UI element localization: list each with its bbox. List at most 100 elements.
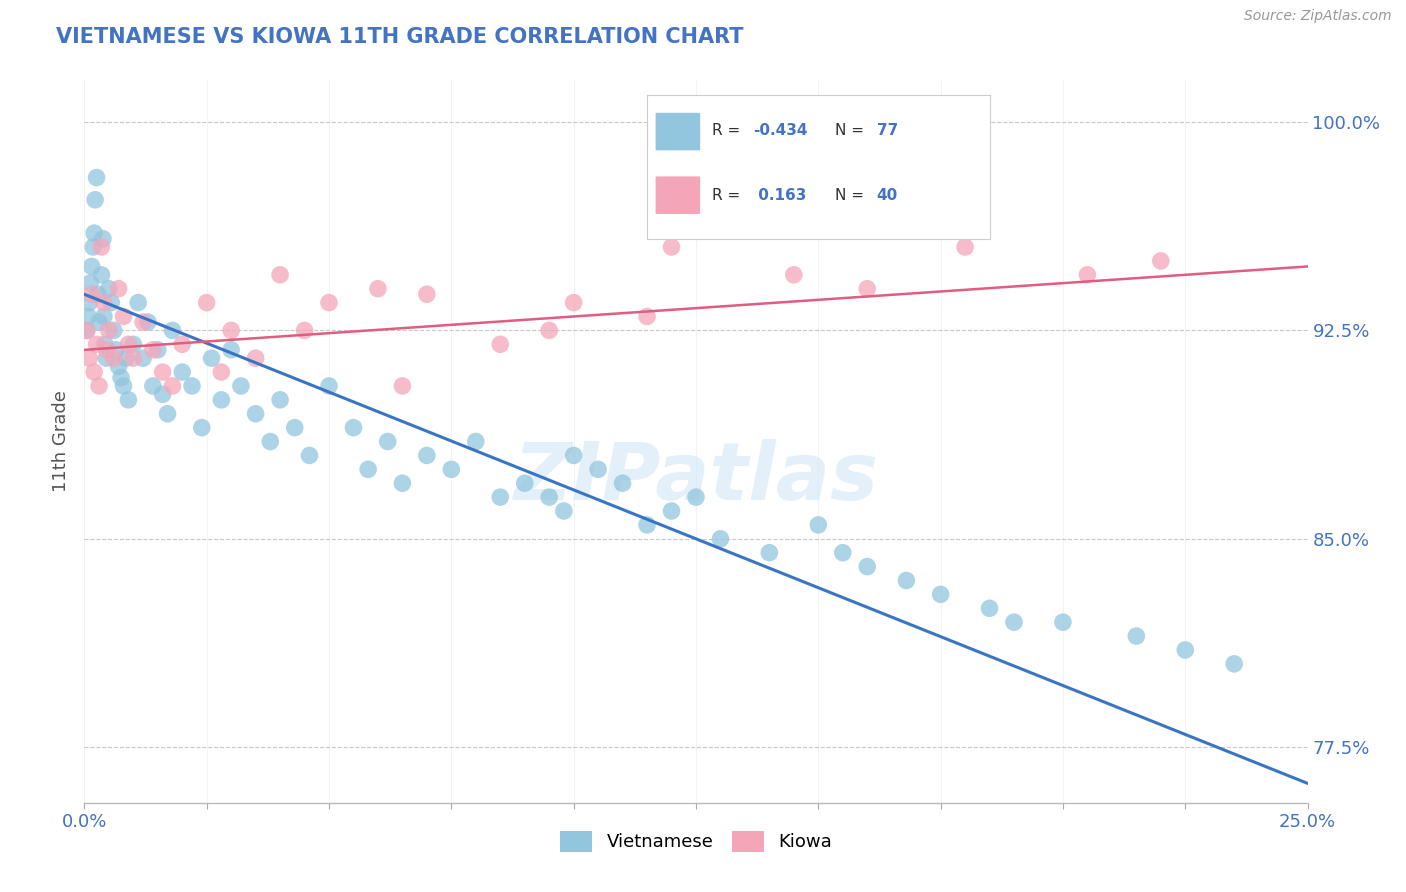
Point (122, 351, 145, 366)
Point (83, 365, 105, 379)
Point (929, 587, 952, 601)
Point (896, 574, 918, 588)
Point (162, 323, 184, 337)
Point (112, 310, 135, 324)
Point (661, 504, 683, 518)
Point (152, 387, 174, 401)
Point (1052, 615, 1074, 630)
Point (107, 282, 129, 296)
Point (83, 226, 105, 240)
Point (94, 337, 117, 351)
Point (84, 193, 107, 207)
Point (117, 337, 139, 351)
Point (142, 343, 165, 357)
Point (489, 337, 512, 351)
Point (318, 379, 340, 393)
Point (1002, 615, 1025, 630)
Point (107, 359, 129, 374)
Point (953, 240, 976, 254)
Point (77, 310, 100, 324)
Point (86, 337, 108, 351)
Point (1076, 268, 1098, 282)
Point (538, 490, 561, 504)
Point (269, 392, 291, 407)
Point (758, 546, 780, 560)
Point (110, 370, 132, 384)
Point (661, 240, 683, 254)
Point (195, 295, 218, 310)
Point (80, 260, 103, 274)
Point (357, 462, 380, 476)
Point (127, 295, 149, 310)
Point (1125, 629, 1147, 643)
Point (636, 517, 658, 532)
Point (259, 434, 281, 449)
Point (152, 365, 174, 379)
Point (294, 323, 316, 337)
Point (1174, 643, 1197, 657)
Legend: Vietnamese, Kiowa: Vietnamese, Kiowa (553, 823, 839, 859)
Point (440, 462, 463, 476)
Point (112, 379, 135, 393)
Point (156, 407, 179, 421)
Point (219, 323, 242, 337)
Point (783, 268, 806, 282)
Point (284, 420, 307, 434)
Point (209, 392, 232, 407)
Point (318, 295, 340, 310)
Point (97, 282, 120, 296)
Point (191, 420, 214, 434)
Point (122, 337, 145, 351)
Point (269, 268, 291, 282)
Point (91, 232, 114, 246)
Point (586, 462, 609, 476)
Point (172, 337, 194, 351)
Point (96, 351, 118, 366)
Point (342, 420, 364, 434)
Point (93, 295, 115, 310)
Point (831, 546, 853, 560)
Point (132, 315, 155, 329)
Text: VIETNAMESE VS KIOWA 11TH GRADE CORRELATION CHART: VIETNAMESE VS KIOWA 11TH GRADE CORRELATI… (56, 27, 744, 46)
Point (86, 170, 108, 185)
Point (464, 434, 486, 449)
Point (103, 323, 125, 337)
Point (90, 268, 112, 282)
Point (146, 343, 169, 357)
Point (489, 490, 512, 504)
Point (636, 310, 658, 324)
Y-axis label: 11th Grade: 11th Grade (52, 391, 70, 492)
Point (229, 379, 252, 393)
Point (76, 323, 98, 337)
Point (103, 351, 125, 366)
Point (93, 310, 115, 324)
Point (245, 407, 267, 421)
Point (538, 323, 561, 337)
Point (807, 517, 830, 532)
Point (87, 379, 110, 393)
Point (76, 323, 98, 337)
Point (117, 392, 139, 407)
Point (219, 343, 242, 357)
Point (87, 287, 110, 301)
Point (391, 379, 413, 393)
Point (856, 559, 879, 574)
Point (105, 343, 128, 357)
Point (200, 351, 222, 366)
Point (82, 240, 104, 254)
Point (80, 287, 103, 301)
Point (562, 295, 585, 310)
Point (562, 449, 585, 463)
Point (1223, 657, 1246, 671)
Point (77, 295, 100, 310)
Point (97, 323, 120, 337)
Point (162, 379, 184, 393)
Point (79, 276, 101, 290)
Point (90, 240, 112, 254)
Point (979, 601, 1001, 615)
Point (416, 449, 439, 463)
Point (1150, 254, 1173, 268)
Point (96, 343, 118, 357)
Text: Source: ZipAtlas.com: Source: ZipAtlas.com (1244, 9, 1392, 23)
Point (513, 476, 536, 491)
